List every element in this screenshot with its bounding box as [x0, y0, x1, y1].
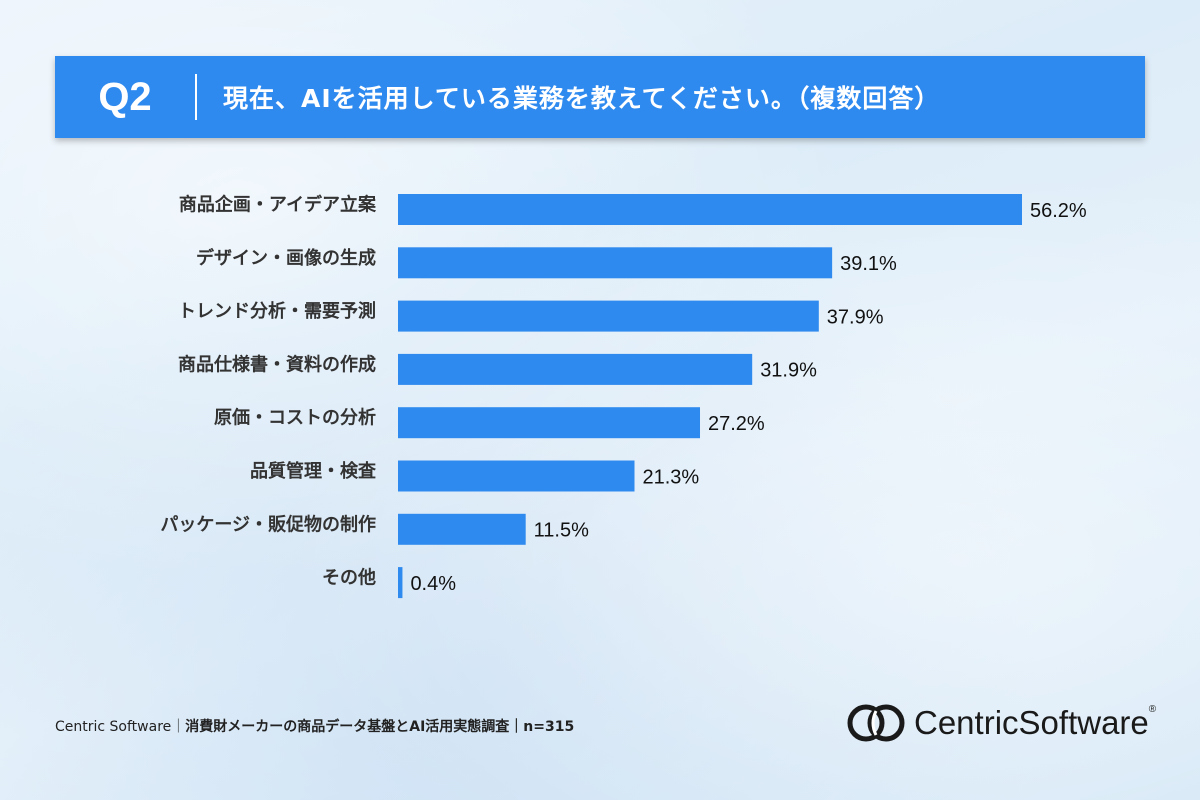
category-label: 商品企画・アイデア立案	[179, 194, 377, 216]
logo-text-centric: Centric	[914, 704, 1019, 741]
category-label: パッケージ・販促物の制作	[160, 513, 376, 535]
banner-divider	[195, 74, 197, 120]
bar	[398, 567, 403, 599]
category-label: 原価・コストの分析	[214, 407, 376, 429]
question-text: 現在、AIを活用している業務を教えてください。（複数回答）	[223, 84, 941, 113]
value-label: 56.2%	[1030, 200, 1087, 222]
question-number: Q2	[98, 74, 152, 119]
bar	[398, 407, 701, 439]
logo-registered-mark: ®	[1148, 704, 1157, 715]
logo-text-software: Software	[1018, 704, 1149, 741]
value-label: 27.2%	[708, 413, 765, 435]
bar	[398, 300, 819, 332]
value-label: 39.1%	[840, 253, 897, 275]
bar	[398, 353, 753, 385]
category-label: 品質管理・検査	[250, 460, 376, 482]
bar	[398, 247, 833, 279]
centric-software-logo: CentricSoftware®	[846, 700, 1156, 746]
value-label: 0.4%	[410, 573, 456, 595]
value-label: 31.9%	[760, 360, 817, 382]
bar	[398, 460, 635, 492]
category-label: 商品仕様書・資料の作成	[178, 353, 376, 375]
source-footer: Centric Software｜消費財メーカーの商品データ基盤とAI活用実態調…	[55, 716, 574, 736]
centric-logo-icon	[847, 704, 905, 742]
category-label: トレンド分析・需要予測	[178, 300, 376, 322]
source-prefix: Centric Software｜	[55, 719, 186, 735]
bar	[398, 194, 1022, 225]
survey-title: 消費財メーカーの商品データ基盤とAI活用実態調査	[185, 719, 510, 735]
logo-wordmark: CentricSoftware®	[914, 704, 1156, 742]
category-label: その他	[322, 567, 376, 589]
value-label: 21.3%	[642, 466, 699, 488]
bar	[398, 513, 526, 545]
value-label: 11.5%	[534, 520, 589, 542]
value-label: 37.9%	[827, 306, 884, 328]
sample-size: ｜n=315	[509, 719, 575, 735]
question-banner: Q2 現在、AIを活用している業務を教えてください。（複数回答）	[55, 56, 1145, 138]
category-label: デザイン・画像の生成	[196, 247, 376, 269]
